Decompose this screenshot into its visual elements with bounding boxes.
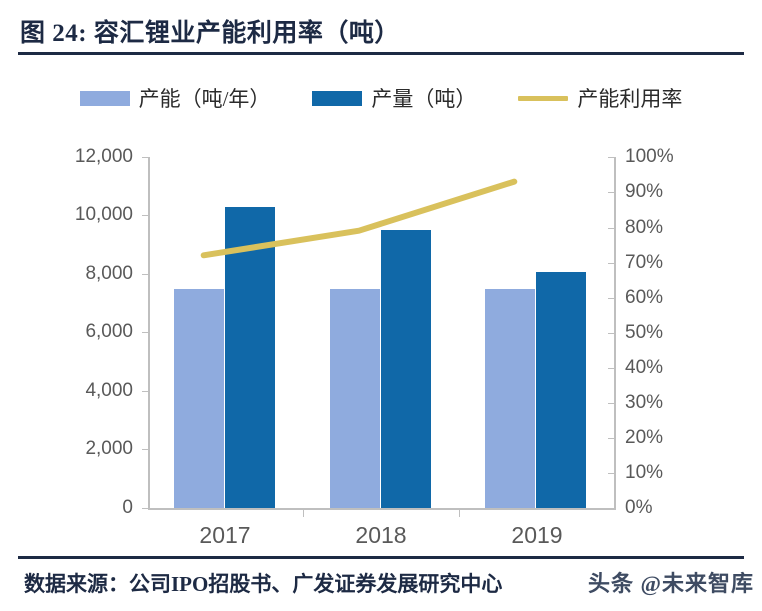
bars-layer (148, 157, 614, 508)
y-left-tick-12000 (142, 157, 149, 158)
bar-capacity-2019 (484, 288, 535, 508)
y-right-label-90: 90% (625, 181, 664, 202)
y-left-tick-8000 (142, 274, 149, 275)
y-left-label-0: 0 (122, 497, 133, 518)
y-left-tick-0 (142, 508, 149, 509)
y-right-label-50: 50% (625, 322, 664, 343)
y-left-tick-6000 (142, 332, 149, 333)
y-right-tick-90 (608, 192, 615, 193)
legend-label-utilization: 产能利用率 (577, 87, 683, 111)
y-right-tick-30 (608, 403, 615, 404)
y-left-tick-2000 (142, 449, 149, 450)
page-title: 图 24: 容汇锂业产能利用率（吨） (20, 20, 400, 47)
y-right-label-40: 40% (625, 357, 664, 378)
figure-title-row: 图 24: 容汇锂业产能利用率（吨） (20, 12, 742, 50)
legend-label-output: 产量（吨） (371, 87, 477, 111)
figure-footer: 数据来源：公司IPO招股书、广发证券发展研究中心 (24, 566, 744, 600)
y-right-label-60: 60% (625, 287, 664, 308)
y-right-label-100: 100% (625, 146, 674, 167)
y-left-tick-10000 (142, 215, 149, 216)
bar-capacity-2018 (329, 288, 380, 508)
y-left-label-2000: 2,000 (85, 438, 133, 459)
y-axis-left-line (148, 157, 150, 509)
legend-item-utilization[interactable]: 产能利用率 (518, 83, 682, 113)
y-right-tick-100 (608, 157, 615, 158)
x-axis-label-2019: 2019 (511, 522, 563, 548)
chart-legend: 产能（吨/年） 产量（吨） 产能利用率 (0, 78, 762, 118)
y-right-label-80: 80% (625, 217, 664, 238)
y-right-tick-70 (608, 263, 615, 264)
utilization-line-layer (200, 178, 518, 259)
x-axis-sep-tick-1 (303, 510, 304, 517)
legend-label-capacity: 产能（吨/年） (138, 87, 271, 111)
y-left-label-10000: 10,000 (74, 204, 133, 225)
x-axis-label-2018: 2018 (355, 522, 407, 548)
y-left-tick-4000 (142, 391, 149, 392)
y-right-tick-10 (608, 473, 615, 474)
source-note: 数据来源：公司IPO招股书、广发证券发展研究中心 (24, 572, 503, 596)
y-right-label-0: 0% (625, 497, 653, 518)
y-right-tick-40 (608, 368, 615, 369)
y-left-label-4000: 4,000 (85, 380, 133, 401)
y-right-tick-80 (608, 228, 615, 229)
utilization-line (200, 178, 518, 259)
watermark-text: 头条 @未来智库 (588, 571, 754, 596)
y-left-label-12000: 12,000 (74, 146, 133, 167)
y-left-label-6000: 6,000 (85, 321, 133, 342)
x-axis-label-2017: 2017 (199, 522, 251, 548)
y-right-tick-50 (608, 333, 615, 334)
x-axis-line (148, 508, 616, 510)
legend-item-output[interactable]: 产量（吨） (312, 83, 476, 113)
x-axis-sep-tick-2 (459, 510, 460, 517)
y-right-label-10: 10% (625, 462, 664, 483)
y-right-label-30: 30% (625, 392, 664, 413)
bar-capacity-2017 (174, 288, 225, 508)
bar-output-2019 (535, 272, 586, 508)
legend-swatch-capacity (79, 90, 130, 106)
bar-output-2017 (225, 206, 276, 508)
y-right-label-70: 70% (625, 252, 664, 273)
y-right-tick-20 (608, 438, 615, 439)
legend-swatch-utilization (518, 95, 569, 101)
y-axis-right-line (614, 157, 616, 509)
y-right-tick-60 (608, 298, 615, 299)
bar-output-2018 (380, 230, 431, 508)
legend-swatch-output (312, 90, 363, 106)
y-right-tick-0 (608, 508, 615, 509)
legend-item-capacity[interactable]: 产能（吨/年） (79, 83, 271, 113)
title-divider (18, 52, 744, 55)
y-right-label-20: 20% (625, 427, 664, 448)
y-left-label-8000: 8,000 (85, 263, 133, 284)
footer-divider (18, 556, 744, 559)
